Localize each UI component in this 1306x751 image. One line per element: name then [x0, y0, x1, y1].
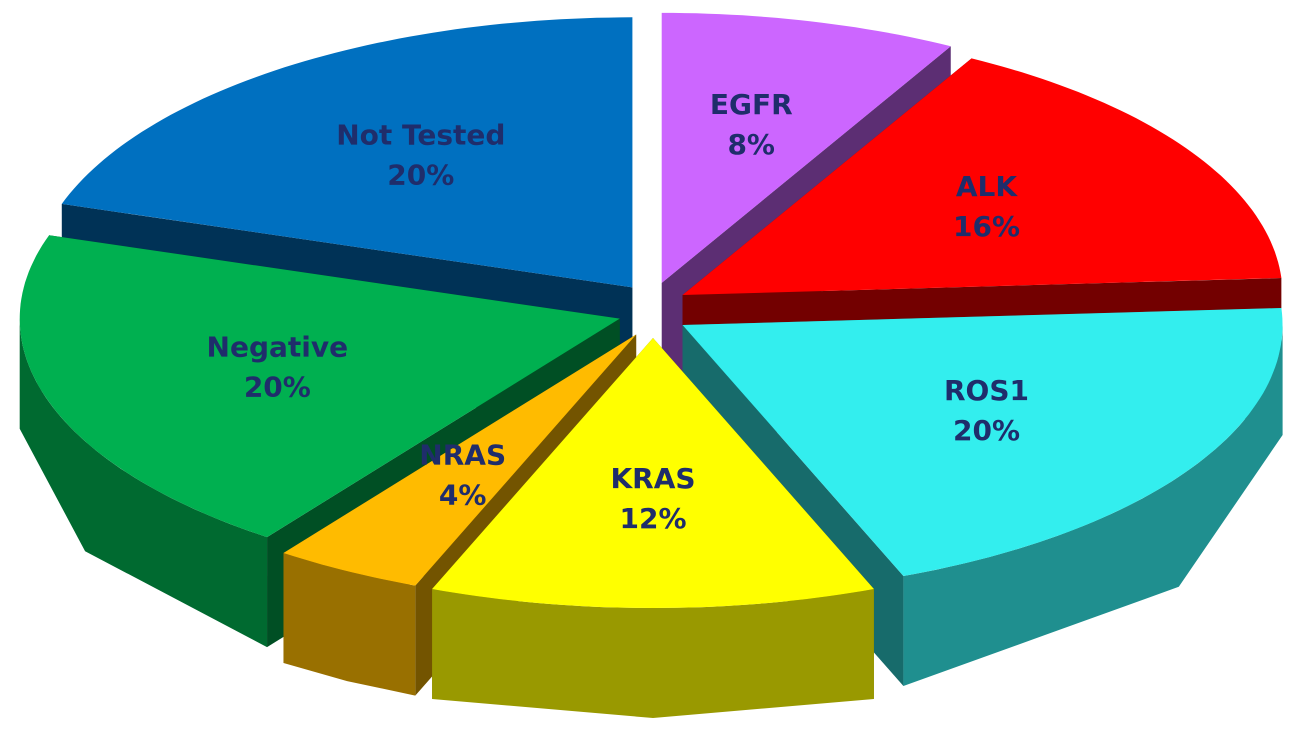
slice-label: Negative — [207, 331, 349, 364]
slice-label: EGFR — [710, 88, 793, 121]
slice-value: 8% — [727, 128, 775, 161]
slice — [19, 235, 620, 538]
slice-value: 20% — [953, 414, 1020, 447]
slice-wall — [903, 325, 1283, 686]
slice-value: 20% — [387, 158, 454, 191]
slice-label: ROS1 — [944, 374, 1029, 407]
slice-value: 20% — [244, 371, 311, 404]
slice-wall — [283, 553, 416, 696]
slice-wall — [19, 318, 268, 648]
slice-value: 16% — [953, 210, 1020, 243]
slice-wall — [432, 589, 874, 718]
slice — [682, 308, 1283, 576]
slice-label: NRAS — [419, 438, 506, 471]
slice — [682, 58, 1282, 295]
slice-label: ALK — [956, 170, 1019, 203]
slice-label: Not Tested — [336, 118, 505, 151]
slice-value: 12% — [619, 502, 686, 535]
slice — [432, 338, 874, 608]
slice — [661, 12, 951, 283]
slice — [283, 334, 637, 586]
slice-value: 4% — [439, 478, 487, 511]
slice-label: KRAS — [610, 462, 695, 495]
slice — [61, 17, 633, 288]
